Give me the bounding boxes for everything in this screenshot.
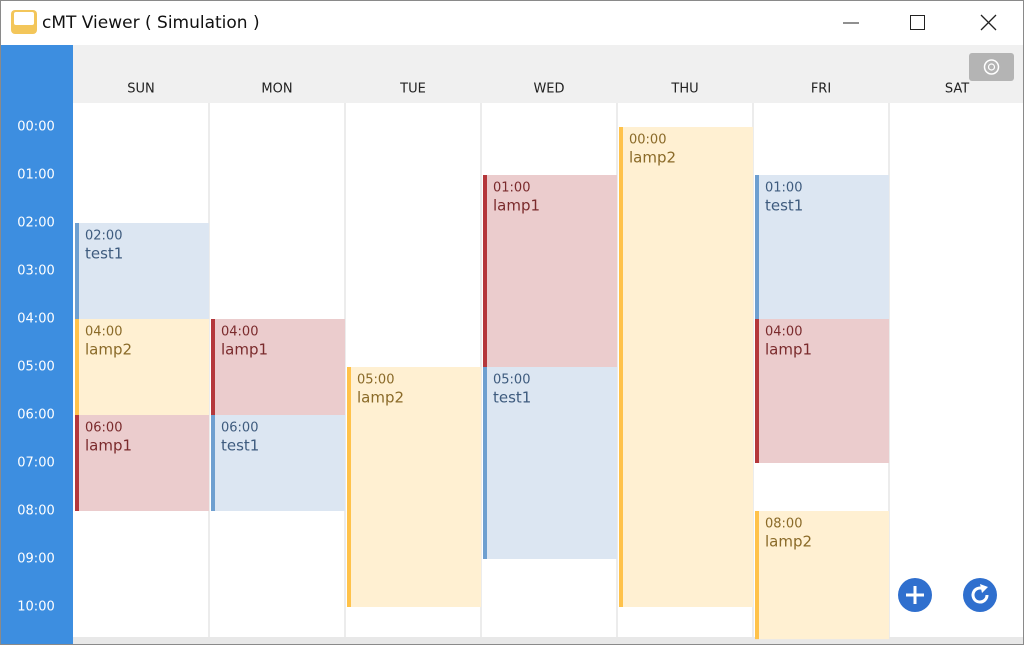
event-block[interactable] xyxy=(75,319,209,415)
event-block[interactable] xyxy=(75,415,209,511)
hour-label: 06:00 xyxy=(17,408,54,423)
day-label: SUN xyxy=(127,82,155,97)
refresh-button[interactable] xyxy=(963,578,997,612)
event-block[interactable] xyxy=(347,367,481,607)
day-label: TUE xyxy=(399,82,426,97)
event-time: 06:00 xyxy=(85,421,122,436)
event-bar xyxy=(75,223,79,319)
event-block[interactable] xyxy=(75,223,209,319)
settings-icon-center xyxy=(987,63,996,71)
event-bar xyxy=(347,367,351,607)
time-sidebar xyxy=(0,45,73,645)
hour-label: 01:00 xyxy=(17,168,54,183)
event-time: 08:00 xyxy=(765,517,802,532)
event-bar xyxy=(619,127,623,607)
event-name: lamp1 xyxy=(765,341,812,359)
event-time: 04:00 xyxy=(85,325,122,340)
event-time: 04:00 xyxy=(765,325,802,340)
hour-label: 04:00 xyxy=(17,312,54,327)
event-name: test1 xyxy=(221,437,259,455)
hour-label: 07:00 xyxy=(17,456,54,471)
hour-label: 08:00 xyxy=(17,504,54,519)
event-time: 06:00 xyxy=(221,421,258,436)
bottom-strip xyxy=(73,637,1024,645)
hour-label: 09:00 xyxy=(17,552,54,567)
day-label: THU xyxy=(670,82,698,97)
event-bar xyxy=(211,415,215,511)
event-block[interactable] xyxy=(211,319,345,415)
day-label: MON xyxy=(261,82,292,97)
event-time: 04:00 xyxy=(221,325,258,340)
events: 02:00test104:00lamp206:00lamp104:00lamp1… xyxy=(75,127,889,640)
event-bar xyxy=(75,319,79,415)
event-time: 05:00 xyxy=(357,373,394,388)
event-bar xyxy=(755,511,759,640)
event-name: lamp2 xyxy=(357,389,404,407)
event-name: lamp1 xyxy=(493,197,540,215)
day-label: WED xyxy=(533,82,564,97)
day-label: SAT xyxy=(945,82,969,97)
event-time: 01:00 xyxy=(493,181,530,196)
settings-icon xyxy=(983,59,1000,75)
event-name: lamp2 xyxy=(765,533,812,551)
event-block[interactable] xyxy=(619,127,753,607)
event-name: lamp1 xyxy=(85,437,132,455)
hour-label: 10:00 xyxy=(17,600,54,615)
event-bar xyxy=(483,175,487,367)
event-time: 00:00 xyxy=(629,133,666,148)
event-bar xyxy=(75,415,79,511)
event-time: 02:00 xyxy=(85,229,122,244)
event-time: 01:00 xyxy=(765,181,802,196)
maximize-button[interactable] xyxy=(910,15,925,30)
event-block[interactable] xyxy=(755,175,889,319)
event-name: test1 xyxy=(85,245,123,263)
hour-label: 05:00 xyxy=(17,360,54,375)
refresh-arrow xyxy=(980,584,988,593)
event-block[interactable] xyxy=(483,175,617,367)
add-icon xyxy=(906,586,924,604)
day-header xyxy=(73,45,1024,103)
refresh-icon xyxy=(971,586,989,604)
event-bar xyxy=(755,175,759,319)
event-block[interactable] xyxy=(483,367,617,559)
hour-label: 03:00 xyxy=(17,264,54,279)
settings-button[interactable] xyxy=(969,53,1014,81)
event-bar xyxy=(211,319,215,415)
event-block[interactable] xyxy=(755,511,889,640)
event-name: lamp1 xyxy=(221,341,268,359)
event-bar xyxy=(755,319,759,463)
day-label: FRI xyxy=(811,82,831,97)
event-name: test1 xyxy=(493,389,531,407)
event-block[interactable] xyxy=(755,319,889,463)
window-title: cMT Viewer ( Simulation ) xyxy=(42,13,260,33)
event-time: 05:00 xyxy=(493,373,530,388)
event-block[interactable] xyxy=(211,415,345,511)
hour-label: 00:00 xyxy=(17,120,54,135)
event-name: lamp2 xyxy=(85,341,132,359)
event-name: test1 xyxy=(765,197,803,215)
close-button[interactable] xyxy=(980,14,997,31)
event-bar xyxy=(483,367,487,559)
app-icon-screen xyxy=(14,12,34,25)
hour-label: 02:00 xyxy=(17,216,54,231)
event-name: lamp2 xyxy=(629,149,676,167)
